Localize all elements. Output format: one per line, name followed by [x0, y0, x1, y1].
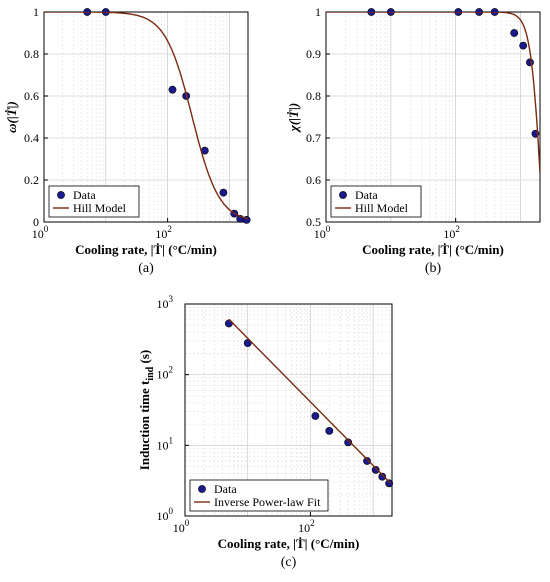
data-point — [519, 41, 528, 50]
y-tick-label: 0.6 — [24, 89, 39, 103]
legend-label: Data — [214, 482, 237, 496]
y-tick-label: 0 — [33, 215, 39, 229]
data-point — [371, 465, 380, 474]
data-point — [510, 29, 519, 37]
data-point — [363, 457, 371, 465]
x-axis-label: Cooling rate, |Ṫ| (°C/min) — [75, 242, 217, 257]
y-axis-label-sub: ind — [145, 366, 156, 380]
y-tick-label: 100 — [157, 506, 174, 523]
y-tick-label: 1 — [33, 5, 39, 19]
x-tick-label: 102 — [298, 518, 315, 535]
data-point — [168, 85, 177, 94]
legend-box — [330, 185, 422, 218]
legend-marker — [198, 485, 206, 493]
legend-marker — [339, 191, 347, 199]
series-line-hill-model — [44, 12, 248, 220]
y-tick-label: 0.6 — [306, 173, 321, 187]
data-point — [219, 188, 228, 197]
x-tick-label: 102 — [155, 224, 172, 241]
data-point — [385, 479, 394, 488]
x-tick-exp: 0 — [44, 224, 49, 234]
y-tick-label: 0.8 — [24, 47, 39, 61]
y-tick-exp: 3 — [169, 294, 174, 304]
data-point — [311, 412, 320, 420]
x-tick-exp: 2 — [455, 224, 460, 234]
data-point — [325, 427, 334, 435]
x-tick-label: 100 — [173, 518, 190, 535]
axes-box — [43, 11, 249, 223]
y-axis-label-unit: (s) — [137, 350, 152, 367]
panel-caption: (a) — [138, 261, 154, 276]
x-tick-exp: 0 — [185, 518, 190, 528]
series-line-hill-model — [326, 12, 540, 173]
y-axis-label: Induction time tind (s) — [137, 350, 156, 470]
y-tick-label: 103 — [157, 294, 174, 311]
x-tick-exp: 0 — [326, 224, 331, 234]
y-axis-label: χ(|Ṫ|) — [286, 103, 301, 133]
legend-label: Data — [355, 188, 378, 202]
x-tick-label: 102 — [443, 224, 460, 241]
panel-caption: (b) — [425, 261, 442, 276]
y-tick-label: 0.4 — [24, 131, 39, 145]
y-tick-exp: 1 — [169, 435, 174, 445]
series-line-inverse-power-law-fit — [228, 318, 392, 484]
legend-box — [48, 185, 140, 218]
x-axis-label: Cooling rate, |Ṫ| (°C/min) — [218, 536, 360, 551]
x-tick-exp: 2 — [167, 224, 172, 234]
y-tick-exp: 2 — [169, 365, 174, 375]
legend-box — [189, 479, 329, 512]
y-tick-label: 0.5 — [306, 215, 321, 229]
panel-caption: (c) — [281, 555, 297, 570]
legend-label: Inverse Power-law Fit — [214, 495, 321, 509]
y-tick-label: 0.9 — [306, 47, 321, 61]
y-tick-label: 0.7 — [306, 131, 321, 145]
y-tick-exp: 0 — [169, 506, 174, 516]
legend-marker — [57, 191, 65, 199]
legend-label: Hill Model — [355, 201, 409, 215]
legend-label: Hill Model — [73, 201, 127, 215]
data-point — [243, 339, 252, 347]
data-point — [378, 472, 387, 481]
data-point — [526, 58, 534, 67]
x-tick-exp: 2 — [310, 518, 315, 528]
y-tick-label: 101 — [157, 435, 174, 452]
y-axis-label: ω(|Ṫ|) — [4, 101, 19, 133]
axes-box — [184, 303, 393, 517]
y-tick-label: 0.2 — [24, 173, 39, 187]
y-tick-label: 102 — [157, 365, 174, 382]
y-tick-label: 0.8 — [306, 89, 321, 103]
x-axis-label: Cooling rate, |Ṫ| (°C/min) — [362, 242, 504, 257]
legend-label: Data — [73, 188, 96, 202]
data-point — [344, 438, 353, 447]
y-tick-label: 1 — [315, 5, 321, 19]
